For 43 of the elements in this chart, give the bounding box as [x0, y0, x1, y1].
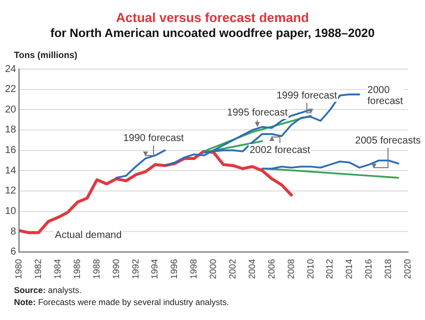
y-tick-label: 22: [5, 84, 17, 96]
annotation: 1999 forecast: [276, 90, 338, 102]
y-axis-title: Tons (millions): [14, 50, 78, 60]
annotation: 2005 forecasts: [355, 135, 421, 146]
x-tick-label: 2018: [383, 258, 394, 280]
x-tick-label: 1994: [150, 258, 160, 280]
chart-subtitle: for North American uncoated woodfree paper, 1988–2020: [49, 26, 376, 40]
x-tick-label: 1996: [169, 258, 180, 280]
y-tick-label: 8: [10, 226, 17, 238]
x-tick-label: 2000: [208, 258, 218, 280]
x-tick-label: 2008: [286, 258, 296, 280]
annotation: Actual demand: [54, 230, 122, 242]
y-tick-label: 6: [10, 246, 17, 258]
x-tick-label: 2002: [227, 258, 238, 280]
annotation: 1995 forecast: [227, 108, 288, 119]
chart-title: Actual versus forecast demand: [115, 10, 310, 25]
text: Note: Forecasts were made by several industry analysts.: [14, 297, 229, 307]
y-tick-label: 24: [5, 64, 17, 75]
annotation: 1990 forecast: [123, 133, 184, 144]
y-tick-label: 20: [5, 104, 17, 116]
x-tick-label: 1988: [91, 258, 102, 280]
annotation: 2000 forecast: [367, 85, 404, 108]
x-tick-label: 1998: [188, 258, 199, 280]
x-tick-label: 1982: [33, 258, 44, 280]
source-note: Source: analysts.: [14, 285, 82, 295]
y-tick-label: 16: [5, 145, 17, 156]
x-tick-label: 1990: [110, 258, 121, 280]
x-tick-label: 2020: [402, 258, 412, 280]
x-tick-label: 2014: [344, 258, 354, 280]
x-tick-label: 2006: [266, 258, 276, 280]
x-tick-label: 1986: [72, 258, 82, 280]
x-tick-label: 2016: [364, 258, 374, 280]
x-tick-label: 2012: [324, 258, 335, 280]
y-tick-label: 12: [5, 186, 17, 197]
x-tick-label: 1992: [130, 258, 140, 280]
x-tick-label: 1984: [52, 258, 62, 280]
x-tick-label: 2010: [305, 258, 316, 280]
y-tick-label: 14: [5, 165, 17, 176]
y-tick-label: 18: [5, 124, 17, 136]
y-tick-label: 10: [5, 206, 17, 218]
x-tick-label: 1980: [14, 258, 24, 280]
x-tick-label: 2004: [246, 258, 257, 280]
annotation: 2002 forecast: [250, 144, 310, 156]
